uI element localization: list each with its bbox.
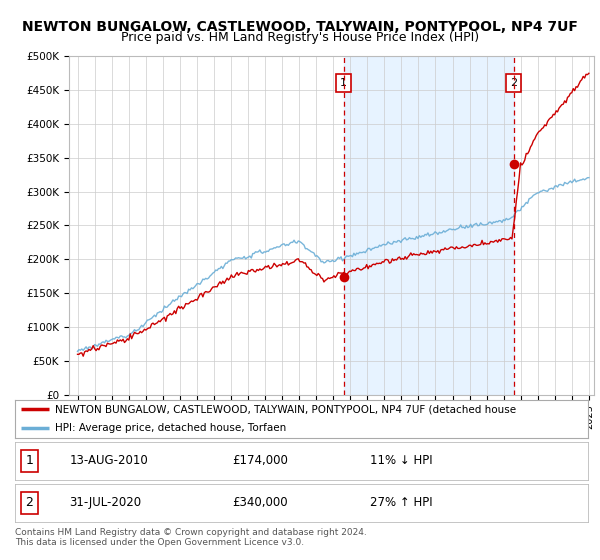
Text: 13-AUG-2010: 13-AUG-2010 — [70, 454, 148, 468]
Text: Contains HM Land Registry data © Crown copyright and database right 2024.
This d: Contains HM Land Registry data © Crown c… — [15, 528, 367, 547]
Text: 11% ↓ HPI: 11% ↓ HPI — [370, 454, 433, 468]
Text: 2: 2 — [510, 78, 517, 88]
Text: NEWTON BUNGALOW, CASTLEWOOD, TALYWAIN, PONTYPOOL, NP4 7UF: NEWTON BUNGALOW, CASTLEWOOD, TALYWAIN, P… — [22, 20, 578, 34]
Text: Price paid vs. HM Land Registry's House Price Index (HPI): Price paid vs. HM Land Registry's House … — [121, 31, 479, 44]
Text: 31-JUL-2020: 31-JUL-2020 — [70, 496, 142, 510]
Bar — [344, 56, 514, 395]
Text: HPI: Average price, detached house, Torfaen: HPI: Average price, detached house, Torf… — [55, 423, 286, 433]
Text: £174,000: £174,000 — [233, 454, 289, 468]
Text: £340,000: £340,000 — [233, 496, 289, 510]
Text: 1: 1 — [340, 78, 347, 88]
Text: 1: 1 — [25, 454, 33, 468]
Text: NEWTON BUNGALOW, CASTLEWOOD, TALYWAIN, PONTYPOOL, NP4 7UF (detached house: NEWTON BUNGALOW, CASTLEWOOD, TALYWAIN, P… — [55, 404, 516, 414]
Text: 2: 2 — [25, 496, 33, 510]
Text: 27% ↑ HPI: 27% ↑ HPI — [370, 496, 433, 510]
